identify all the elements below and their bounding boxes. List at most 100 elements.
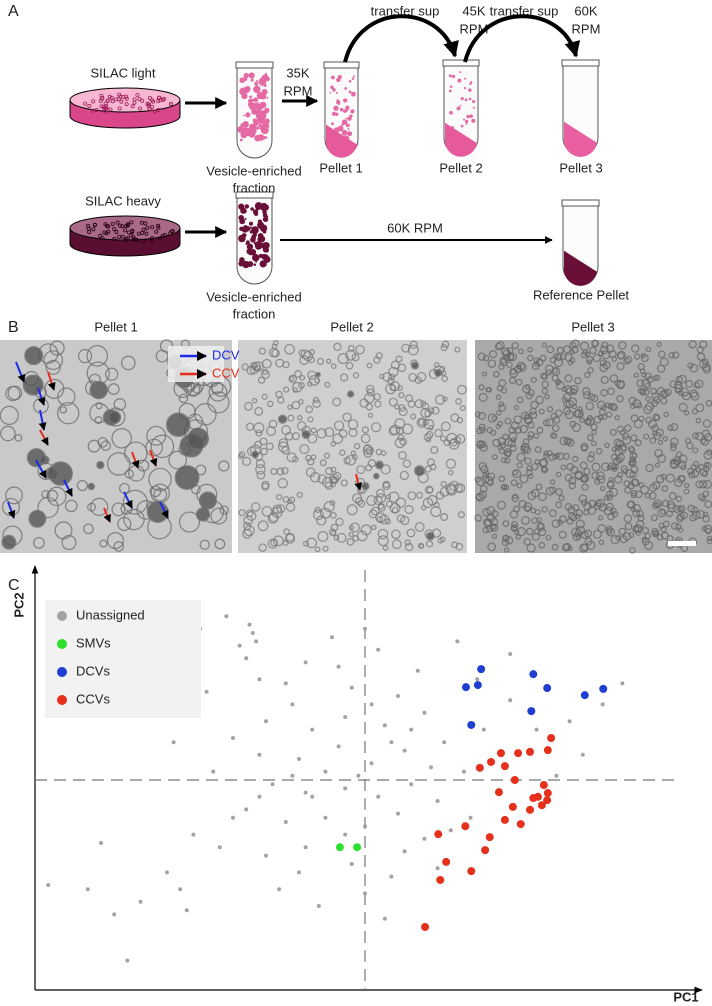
cell [130,104,135,109]
vesicle [59,406,67,414]
em-arrow [131,451,140,469]
vesicle [483,470,490,476]
vesicle [331,75,335,80]
vesicle [387,377,395,385]
point [290,702,295,707]
vesicle [259,101,267,109]
vesicle [472,106,475,109]
tube-rim [323,61,360,69]
cell [168,102,173,107]
vesicle [599,345,609,355]
tube-caption: Vesicle-enriched [206,163,301,178]
vesicle [586,434,594,442]
vesicle [343,122,346,125]
vesicle [214,538,226,550]
point [527,707,536,716]
vesicle [344,87,348,90]
vesicle [516,452,526,462]
vesicle [261,75,265,79]
vesicle [252,254,260,262]
vesicle [289,375,295,382]
point [485,833,494,842]
cell [106,229,111,234]
vesicle [248,221,254,226]
point [508,698,513,703]
vesicle [244,225,251,232]
y-axis-label: PC2 [11,592,26,617]
vesicle [613,438,622,447]
vesicle [77,348,93,364]
vesicle [247,261,254,267]
point [99,841,103,845]
vesicle [241,456,252,467]
vesicle [598,503,608,512]
em-arrow [7,501,16,519]
vesicle [659,357,669,367]
cell [135,92,140,97]
vesicle [291,432,300,441]
vesicle [526,469,533,476]
vesicle [595,471,605,481]
vesicle [642,388,650,396]
vesicle [422,418,430,426]
vesicle [283,386,290,393]
vesicle [496,340,505,350]
vesicle [348,79,352,83]
vesicle [533,432,540,439]
vesicle [492,438,501,447]
point [473,681,482,690]
vesicle [251,234,257,240]
vesicle [611,446,618,452]
cell [91,227,96,232]
vesicle [675,495,683,503]
vesicle [431,406,440,415]
vesicle [262,135,267,140]
vesicle [306,537,317,549]
vesicle [598,515,604,521]
vesicle [49,340,65,356]
point [620,681,625,686]
vesicle [14,433,23,442]
point [323,815,328,820]
vesicle [253,361,264,372]
vesicle [508,352,518,362]
vesicle [489,523,499,532]
vesicle [703,479,712,489]
vesicle [497,420,504,427]
cell [119,99,124,104]
vesicle [696,352,706,361]
vesicle [529,411,538,419]
point [349,862,354,866]
vesicle [688,340,697,349]
vesicle [373,495,383,506]
vesicle [451,541,458,549]
point [468,815,473,820]
vesicle [245,112,251,118]
vesicle [545,486,555,496]
vesicle [95,402,103,410]
vesicle [681,391,691,401]
vesicle [240,238,243,240]
legend-text: CCVs [76,691,110,706]
vesicle [645,396,651,402]
vesicle [425,531,435,541]
spin-label: 60K [574,3,597,18]
vesicle [445,458,457,469]
vesicle [606,525,613,533]
vesicle [537,522,545,530]
vesicle [518,500,527,509]
vesicle [691,510,701,520]
vesicle [147,514,172,540]
vesicle [654,448,663,458]
vesicle [292,381,303,393]
vesicle [545,418,554,427]
vesicle [584,371,591,379]
vesicle [330,530,337,537]
vesicle [448,438,460,450]
vesicle [257,81,260,84]
vesicle [5,486,23,505]
vesicle [334,112,339,116]
vesicle [459,104,462,107]
vesicle [312,399,321,409]
vesicle [409,340,418,349]
